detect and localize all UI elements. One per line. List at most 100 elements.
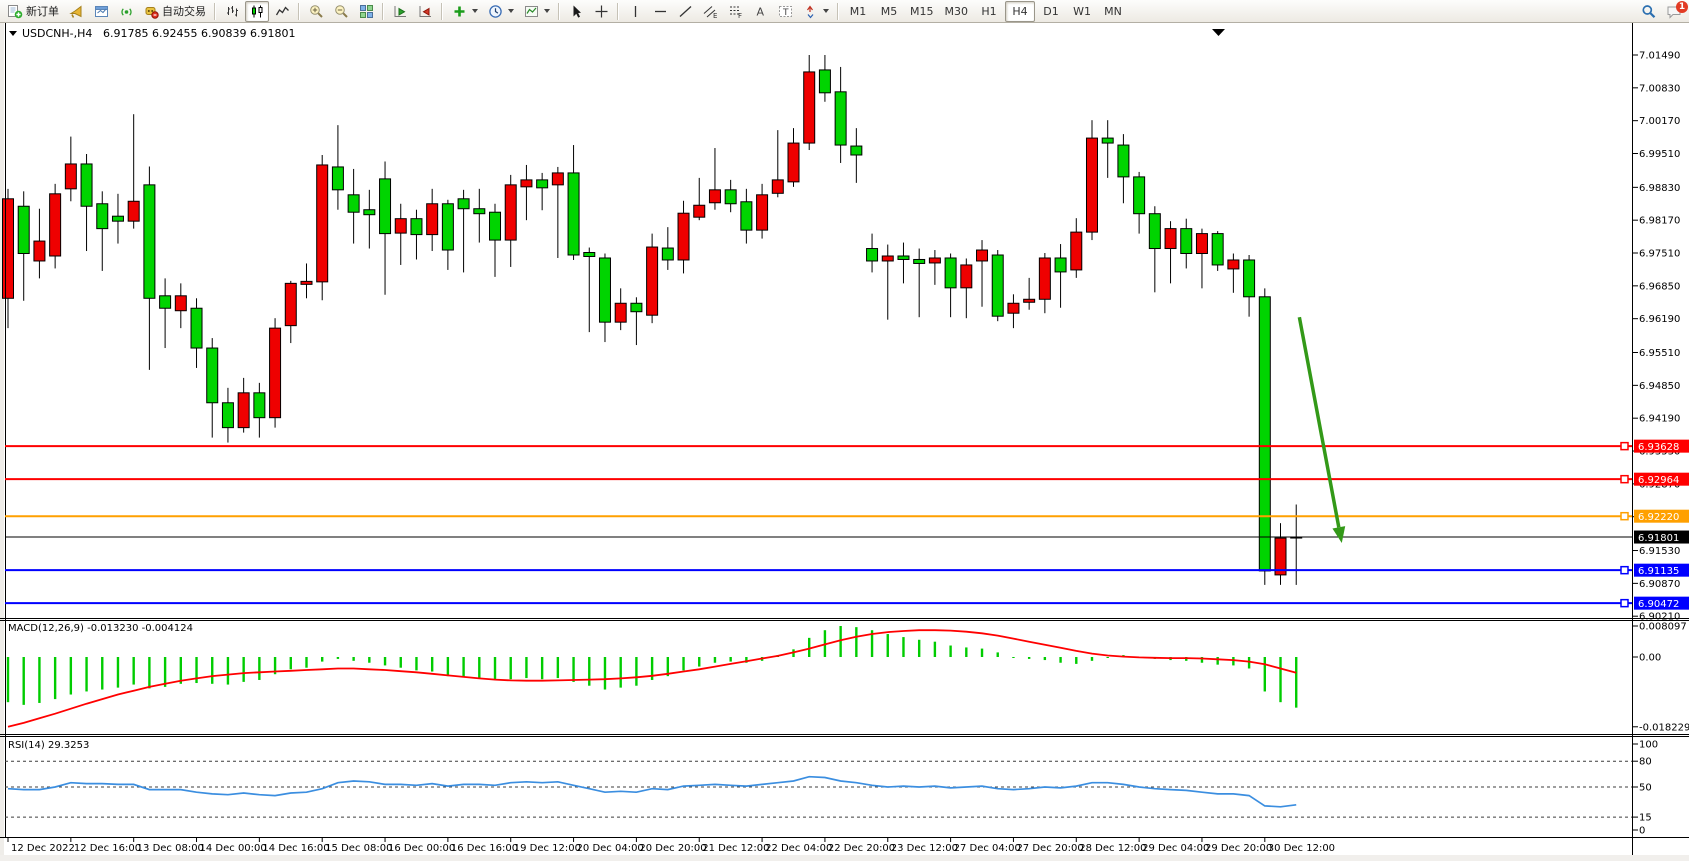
- candle-body: [1195, 233, 1208, 255]
- cursor-tool-button[interactable]: [564, 1, 588, 22]
- candle-body: [567, 172, 580, 256]
- time-tick-label: 30 Dec 12:00: [1268, 843, 1335, 854]
- shift-icon: [417, 4, 433, 19]
- candle-body: [33, 240, 46, 262]
- hline-icon: [652, 4, 668, 19]
- candlestick-chart-type-button[interactable]: [245, 0, 269, 22]
- timeframe-button-m1[interactable]: M1: [843, 1, 873, 22]
- support-line-2-handle[interactable]: [1620, 598, 1629, 608]
- candle-body: [1227, 259, 1240, 270]
- timeframe-button-d1[interactable]: D1: [1036, 1, 1066, 22]
- arrows-tool-button[interactable]: [798, 1, 833, 22]
- candle-body: [976, 249, 989, 262]
- trendline-tool-button[interactable]: [673, 1, 697, 22]
- text-tool-button[interactable]: A: [748, 1, 772, 22]
- zoom-in-button[interactable]: [304, 1, 328, 22]
- support-line-1-handle[interactable]: [1620, 565, 1629, 575]
- bid-price-line-price-label-box: [1634, 530, 1689, 544]
- resistance-line-1-price-label-box: [1634, 439, 1689, 453]
- indicators-button[interactable]: [447, 1, 482, 22]
- arrow-shaft[interactable]: [1297, 316, 1341, 528]
- timeframe-button-m30[interactable]: M30: [940, 1, 974, 22]
- zoom-out-button[interactable]: [329, 1, 353, 22]
- price-tick-label: 6.94850: [1639, 381, 1680, 392]
- horizontal-line-tool-button[interactable]: [648, 1, 672, 22]
- toolbar-separator: [558, 2, 560, 20]
- price-tick-label: 7.00830: [1639, 83, 1680, 94]
- text-label-tool-button[interactable]: T: [773, 1, 797, 22]
- timeframe-button-w1[interactable]: W1: [1067, 1, 1097, 22]
- chart-shift-marker[interactable]: [1212, 29, 1225, 36]
- auto-trading-button[interactable]: 自动交易: [139, 1, 210, 22]
- candle-body: [64, 163, 77, 190]
- time-tick-label: 23 Dec 12:00: [891, 843, 958, 854]
- timeframe-button-h1[interactable]: H1: [974, 1, 1004, 22]
- support-line-1[interactable]: 6.91135: [5, 563, 1689, 578]
- periods-button[interactable]: [483, 1, 518, 22]
- resistance-line-2-handle[interactable]: [1620, 474, 1629, 484]
- candle-body: [866, 248, 879, 262]
- timeframe-button-mn[interactable]: MN: [1098, 1, 1128, 22]
- time-tick-label: 20 Dec 20:00: [639, 843, 706, 854]
- price-tick-label: 6.91530: [1639, 546, 1680, 557]
- line-chart-type-button[interactable]: [270, 1, 294, 22]
- window-bottom-edge: [0, 855, 1689, 861]
- timeframe-label: M1: [849, 4, 867, 18]
- chart-menu-icon[interactable]: [9, 31, 17, 36]
- timeframe-button-h4[interactable]: H4: [1005, 0, 1035, 22]
- alerts-button[interactable]: [64, 1, 88, 22]
- arrow-head[interactable]: [1332, 526, 1346, 544]
- new-order-button[interactable]: 新订单: [3, 1, 63, 22]
- time-tick-label: 19 Dec 12:00: [514, 843, 581, 854]
- channel-tool-button[interactable]: E: [698, 1, 722, 22]
- support-line-2-price-label-box: [1634, 596, 1689, 610]
- tile-icon: [358, 4, 374, 19]
- vline-icon: [627, 4, 643, 19]
- search-button[interactable]: [1637, 1, 1661, 22]
- resistance-line-1-price-label: 6.93628: [1638, 442, 1679, 453]
- resistance-line-2[interactable]: 6.92964: [5, 472, 1689, 487]
- candle-body: [630, 302, 643, 313]
- bid-price-line[interactable]: 6.91801: [5, 530, 1689, 545]
- text-t-icon: T: [777, 4, 793, 19]
- candle-body: [316, 164, 329, 283]
- down-arrow-annotation[interactable]: [1297, 316, 1346, 544]
- candle-body: [347, 194, 360, 213]
- templates-button[interactable]: [519, 1, 554, 22]
- candle-body: [520, 179, 533, 188]
- candle-body: [284, 282, 297, 327]
- open-chart-window-button[interactable]: [89, 1, 113, 22]
- fibonacci-tool-button[interactable]: F: [723, 1, 747, 22]
- chart-shift-button[interactable]: [413, 1, 437, 22]
- candle-body: [850, 145, 863, 156]
- candle-body: [756, 194, 769, 231]
- pivot-line-orange-handle[interactable]: [1620, 511, 1629, 521]
- vertical-line-tool-button[interactable]: [623, 1, 647, 22]
- candle-body: [17, 205, 30, 255]
- tile-windows-button[interactable]: [354, 1, 378, 22]
- timeframe-button-m15[interactable]: M15: [905, 1, 939, 22]
- candle-body: [1101, 137, 1114, 144]
- bar-chart-type-button[interactable]: [220, 1, 244, 22]
- auto-trading-button-label: 自动交易: [162, 5, 206, 18]
- toolbar-separator: [298, 2, 300, 20]
- resistance-line-1[interactable]: 6.93628: [5, 439, 1689, 454]
- notifications-chat-button[interactable]: 1: [1662, 0, 1688, 22]
- candle-body: [897, 255, 910, 260]
- crosshair-tool-button[interactable]: [589, 1, 613, 22]
- price-tick-label: 7.01490: [1639, 51, 1680, 62]
- auto-scroll-button[interactable]: [388, 1, 412, 22]
- candle-body: [1007, 302, 1020, 314]
- title-ohlc-values: 6.91785 6.92455 6.90839 6.91801: [103, 27, 295, 40]
- toolbar-separator: [617, 2, 619, 20]
- candle-body: [1133, 176, 1146, 215]
- support-line-2[interactable]: 6.90472: [5, 596, 1689, 611]
- pivot-line-orange[interactable]: 6.92220: [5, 509, 1689, 524]
- candle-body: [2, 198, 14, 299]
- svg-text:A: A: [756, 5, 764, 18]
- candle-body: [300, 280, 313, 285]
- resistance-line-1-handle[interactable]: [1620, 441, 1629, 451]
- signals-button[interactable]: [114, 1, 138, 22]
- timeframe-button-m5[interactable]: M5: [874, 1, 904, 22]
